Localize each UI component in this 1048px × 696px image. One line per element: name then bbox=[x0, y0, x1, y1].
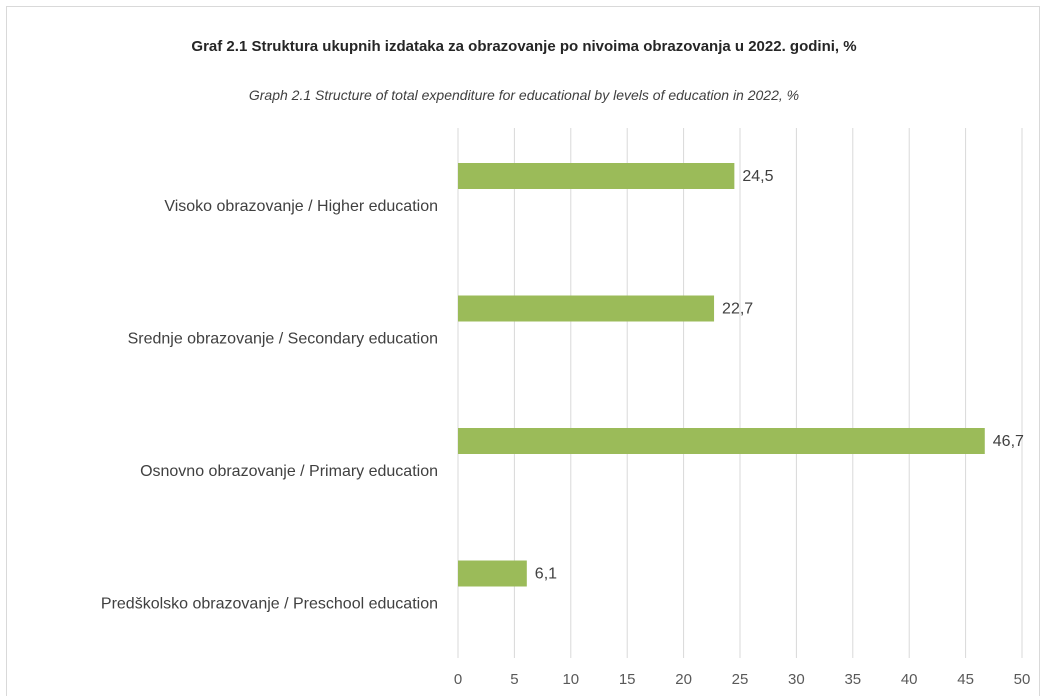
chart-subtitle: Graph 2.1 Structure of total expenditure… bbox=[248, 87, 800, 103]
x-tick-label-50: 50 bbox=[1014, 671, 1031, 688]
bars bbox=[458, 163, 985, 587]
bar-0 bbox=[458, 163, 735, 189]
x-tick-label-5: 5 bbox=[510, 671, 518, 688]
gridlines bbox=[457, 128, 1023, 658]
value-label-2: 46,7 bbox=[993, 433, 1024, 450]
value-label-3: 6,1 bbox=[535, 566, 557, 583]
value-labels: 24,5 22,7 46,7 6,1 bbox=[535, 168, 1024, 583]
x-tick-label-40: 40 bbox=[901, 671, 918, 688]
x-tick-label-15: 15 bbox=[619, 671, 636, 688]
category-label-1: Srednje obrazovanje / Secondary educatio… bbox=[128, 331, 438, 348]
x-tick-label-0: 0 bbox=[454, 671, 462, 688]
category-label-3: Predškolsko obrazovanje / Preschool educ… bbox=[101, 596, 438, 613]
bar-1 bbox=[458, 295, 715, 322]
x-axis-tick-labels: 0 5 10 15 20 25 30 35 40 45 50 bbox=[454, 671, 1031, 688]
bar-3 bbox=[458, 560, 527, 587]
value-label-1: 22,7 bbox=[722, 301, 753, 318]
x-tick-label-30: 30 bbox=[788, 671, 805, 688]
category-labels: Visoko obrazovanje / Higher education Sre… bbox=[101, 198, 438, 613]
value-label-0: 24,5 bbox=[742, 168, 773, 185]
category-label-2: Osnovno obrazovanje / Primary education bbox=[140, 463, 438, 480]
x-tick-label-45: 45 bbox=[957, 671, 974, 688]
x-tick-label-25: 25 bbox=[732, 671, 749, 688]
x-tick-label-10: 10 bbox=[562, 671, 579, 688]
category-label-0: Visoko obrazovanje / Higher education bbox=[164, 198, 438, 215]
x-tick-label-20: 20 bbox=[675, 671, 692, 688]
chart-title: Graf 2.1 Struktura ukupnih izdataka za o… bbox=[191, 38, 857, 55]
x-tick-label-35: 35 bbox=[844, 671, 861, 688]
bar-2 bbox=[458, 428, 985, 454]
